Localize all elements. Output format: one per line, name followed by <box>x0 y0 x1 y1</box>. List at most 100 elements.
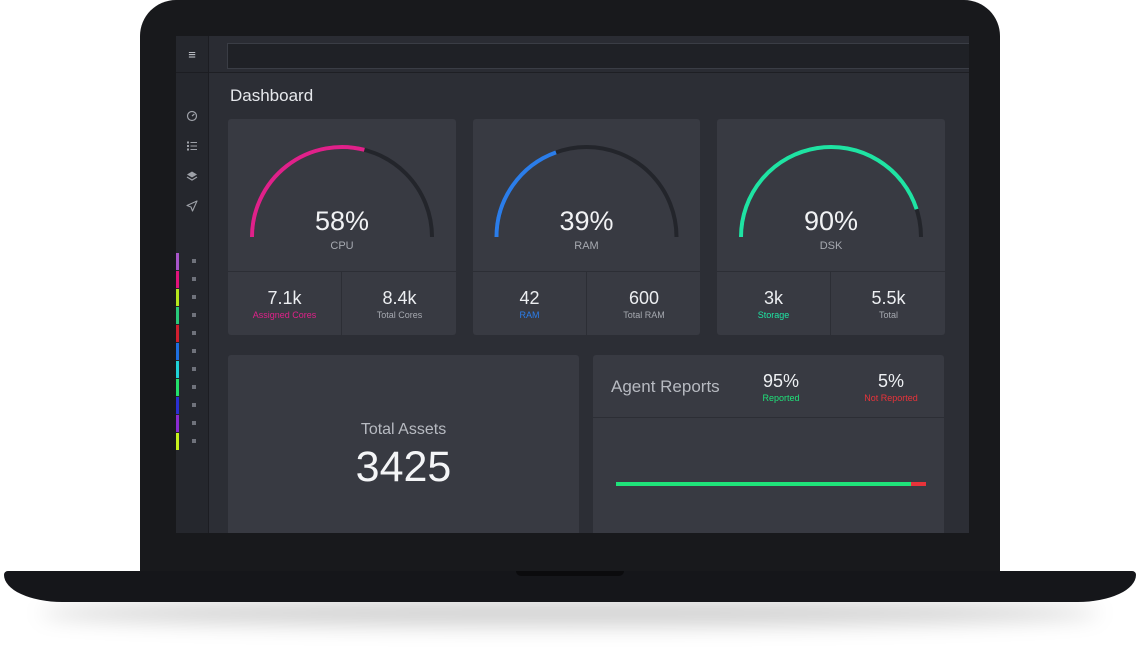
not-reported-progress-fill <box>910 482 926 486</box>
stat-value: 3k <box>763 288 783 308</box>
agent-reports-title: Agent Reports <box>611 377 720 396</box>
laptop-notch <box>516 571 624 576</box>
drag-handle-icon <box>192 259 196 263</box>
dsk-gauge-card: 90% DSK 3k Storage 5.5k Total <box>717 119 945 335</box>
total-ram-stat: 600 Total RAM <box>586 272 701 335</box>
stat-value: 42 <box>519 288 540 308</box>
cpu-gauge-fill <box>250 145 365 238</box>
ram-gauge-label: RAM <box>574 240 599 252</box>
layers-icon[interactable] <box>176 166 208 186</box>
drag-handle-icon <box>192 385 196 389</box>
sidebar-color-item[interactable] <box>176 415 208 432</box>
card-divider <box>473 271 700 272</box>
agent-reports-card: Agent Reports 95% Reported 5% Not Report… <box>593 355 944 533</box>
sidebar: ≡ <box>176 36 209 533</box>
color-bar <box>176 271 179 288</box>
app-screen: ≡ Dashb <box>176 36 969 533</box>
dsk-gauge <box>739 145 923 238</box>
send-icon-glyph <box>186 200 198 212</box>
total-cores-stat: 8.4k Total Cores <box>341 272 457 335</box>
not-reported-value: 5% <box>877 371 904 391</box>
dsk-gauge-value: 90% <box>803 206 859 236</box>
cpu-gauge-label: CPU <box>330 240 354 252</box>
top-bar <box>209 36 969 73</box>
color-bar <box>176 289 179 306</box>
drag-handle-icon <box>192 367 196 371</box>
not-reported-stat: 5% Not Reported <box>841 371 941 403</box>
sidebar-color-item[interactable] <box>176 253 208 270</box>
cpu-gauge <box>250 145 434 238</box>
total-assets-value: 3425 <box>355 443 452 491</box>
reported-progress-fill <box>616 482 911 486</box>
color-bar <box>176 253 179 270</box>
dsk-gauge-fill <box>739 145 919 238</box>
cpu-gauge-card: 58% CPU 7.1k Assigned Cores 8.4k Total C… <box>228 119 456 335</box>
layers-icon-glyph <box>186 171 198 181</box>
send-icon[interactable] <box>176 196 208 216</box>
not-reported-label: Not Reported <box>864 393 918 403</box>
search-input[interactable] <box>227 43 969 69</box>
reported-label: Reported <box>762 393 800 403</box>
ram-gauge-value: 39% <box>559 206 614 236</box>
cpu-gauge-value: 58% <box>314 206 370 236</box>
stat-label: Assigned Cores <box>252 310 317 320</box>
color-bar <box>176 433 179 450</box>
total-assets-label: Total Assets <box>360 421 447 438</box>
storage-stat: 3k Storage <box>717 272 830 335</box>
drag-handle-icon <box>192 349 196 353</box>
stat-value: 600 <box>628 288 660 308</box>
reported-stat: 95% Reported <box>731 371 831 403</box>
gauge-icon[interactable] <box>176 106 208 126</box>
total-assets-card: Total Assets 3425 <box>228 355 579 533</box>
sidebar-color-item[interactable] <box>176 307 208 324</box>
ram-stat: 42 RAM <box>473 272 586 335</box>
ram-gauge-fill <box>494 150 557 238</box>
drag-handle-icon <box>192 331 196 335</box>
dsk-gauge-label: DSK <box>819 240 843 252</box>
stat-label: RAM <box>519 310 540 320</box>
list-icon[interactable] <box>176 136 208 156</box>
card-divider <box>717 271 945 272</box>
agent-divider <box>593 417 944 418</box>
sidebar-color-item[interactable] <box>176 325 208 342</box>
gauge-icon-glyph <box>186 110 198 122</box>
sidebar-color-item[interactable] <box>176 343 208 360</box>
stat-label: Storage <box>757 310 790 320</box>
stat-label: Total <box>878 310 898 320</box>
laptop-base <box>4 571 1136 602</box>
sidebar-color-item[interactable] <box>176 379 208 396</box>
list-icon-glyph <box>187 141 197 151</box>
total-storage-stat: 5.5k Total <box>830 272 946 335</box>
color-bar <box>176 343 179 360</box>
color-bar <box>176 307 179 324</box>
color-bar <box>176 361 179 378</box>
reported-value: 95% <box>762 371 800 391</box>
drag-handle-icon <box>192 277 196 281</box>
agent-progress-bar <box>616 482 926 486</box>
ram-gauge <box>494 145 679 238</box>
stat-label: Total RAM <box>623 310 665 320</box>
stat-label: Total Cores <box>376 310 423 320</box>
sidebar-color-item[interactable] <box>176 433 208 450</box>
drag-handle-icon <box>192 313 196 317</box>
laptop-shadow <box>40 600 1100 626</box>
sidebar-color-item[interactable] <box>176 289 208 306</box>
card-divider <box>228 271 456 272</box>
drag-handle-icon <box>192 403 196 407</box>
sidebar-color-item[interactable] <box>176 271 208 288</box>
color-bar <box>176 397 179 414</box>
drag-handle-icon <box>192 295 196 299</box>
stat-value: 8.4k <box>382 288 417 308</box>
drag-handle-icon <box>192 421 196 425</box>
ram-gauge-card: 39% RAM 42 RAM 600 Total RAM <box>473 119 700 335</box>
stat-value: 7.1k <box>267 288 302 308</box>
sidebar-color-item[interactable] <box>176 361 208 378</box>
stat-value: 5.5k <box>871 288 906 308</box>
sidebar-color-item[interactable] <box>176 397 208 414</box>
color-bar <box>176 379 179 396</box>
page-title: Dashboard <box>230 86 314 105</box>
assigned-cores-stat: 7.1k Assigned Cores <box>228 272 341 335</box>
color-bar <box>176 325 179 342</box>
hamburger-menu-icon[interactable]: ≡ <box>176 36 208 73</box>
drag-handle-icon <box>192 439 196 443</box>
